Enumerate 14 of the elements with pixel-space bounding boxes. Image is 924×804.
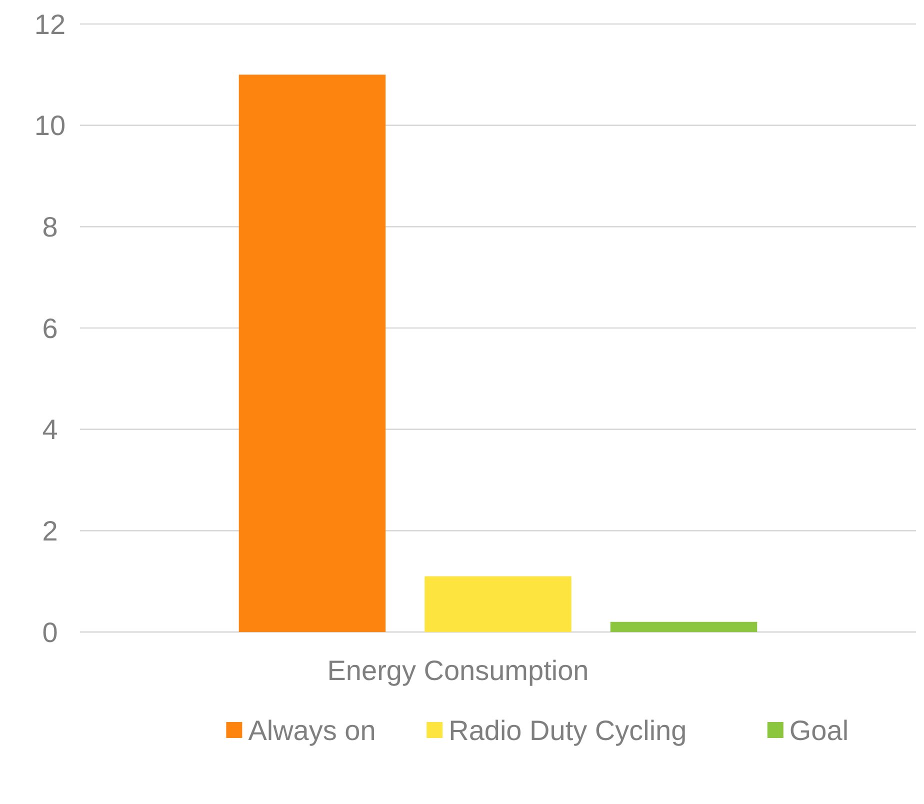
bar — [424, 576, 572, 632]
bar — [610, 622, 758, 632]
y-tick-label: 8 — [42, 211, 58, 242]
legend-label: Radio Duty Cycling — [448, 714, 687, 746]
y-tick-label: 0 — [42, 616, 58, 648]
y-tick-label: 12 — [34, 8, 66, 40]
y-tick-label: 6 — [42, 312, 58, 344]
x-tick-label: Energy Consumption — [327, 655, 589, 686]
legend-label: Goal — [789, 714, 849, 746]
legend-label: Always on — [248, 714, 376, 746]
bar — [238, 74, 386, 632]
y-tick-label: 10 — [34, 110, 66, 142]
y-tick-label: 2 — [42, 515, 58, 546]
y-tick-label: 4 — [42, 414, 58, 446]
